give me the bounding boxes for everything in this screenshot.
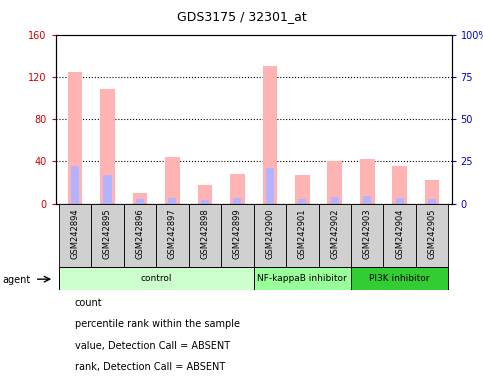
Bar (59, 204, 91, 267)
Text: GDS3175 / 32301_at: GDS3175 / 32301_at (177, 10, 306, 23)
Bar (169, 198, 176, 204)
Bar (392, 166, 407, 204)
Bar (266, 168, 274, 204)
Bar (286, 204, 318, 267)
Bar (351, 267, 448, 290)
Text: GSM242900: GSM242900 (265, 209, 274, 259)
Bar (189, 204, 221, 267)
Text: GSM242901: GSM242901 (298, 209, 307, 259)
Text: GSM242903: GSM242903 (363, 209, 372, 259)
Bar (233, 198, 242, 204)
Bar (254, 267, 351, 290)
Bar (327, 161, 342, 204)
Bar (331, 197, 339, 204)
Bar (428, 199, 436, 204)
Bar (100, 89, 115, 204)
Bar (124, 204, 156, 267)
Bar (384, 204, 416, 267)
Bar (363, 196, 371, 204)
Text: NF-kappaB inhibitor: NF-kappaB inhibitor (257, 274, 347, 283)
Bar (103, 175, 112, 204)
Bar (91, 204, 124, 267)
Bar (59, 267, 254, 290)
Bar (360, 159, 374, 204)
Text: GSM242905: GSM242905 (427, 209, 437, 259)
Bar (68, 71, 82, 204)
Text: GSM242897: GSM242897 (168, 209, 177, 259)
Bar (262, 66, 277, 204)
Text: GSM242895: GSM242895 (103, 209, 112, 259)
Bar (136, 199, 144, 204)
Text: GSM242902: GSM242902 (330, 209, 339, 259)
Text: GSM242894: GSM242894 (71, 209, 80, 259)
Text: PI3K inhibitor: PI3K inhibitor (369, 274, 430, 283)
Bar (298, 199, 306, 204)
Bar (396, 198, 404, 204)
Bar (201, 200, 209, 204)
Text: percentile rank within the sample: percentile rank within the sample (75, 319, 240, 329)
Bar (198, 185, 212, 204)
Bar (133, 193, 147, 204)
Text: value, Detection Call = ABSENT: value, Detection Call = ABSENT (75, 341, 230, 351)
Bar (425, 180, 440, 204)
Bar (254, 204, 286, 267)
Text: GSM242898: GSM242898 (200, 209, 209, 259)
Bar (156, 204, 189, 267)
Bar (230, 174, 245, 204)
Bar (318, 204, 351, 267)
Text: GSM242904: GSM242904 (395, 209, 404, 259)
Bar (416, 204, 448, 267)
Bar (221, 204, 254, 267)
Text: GSM242899: GSM242899 (233, 209, 242, 259)
Bar (71, 166, 79, 204)
Bar (351, 204, 384, 267)
Text: rank, Detection Call = ABSENT: rank, Detection Call = ABSENT (75, 362, 225, 372)
Text: GSM242896: GSM242896 (135, 209, 144, 259)
Bar (165, 157, 180, 204)
Bar (295, 175, 310, 204)
Text: agent: agent (2, 275, 30, 285)
Text: count: count (75, 298, 102, 308)
Text: control: control (141, 274, 172, 283)
